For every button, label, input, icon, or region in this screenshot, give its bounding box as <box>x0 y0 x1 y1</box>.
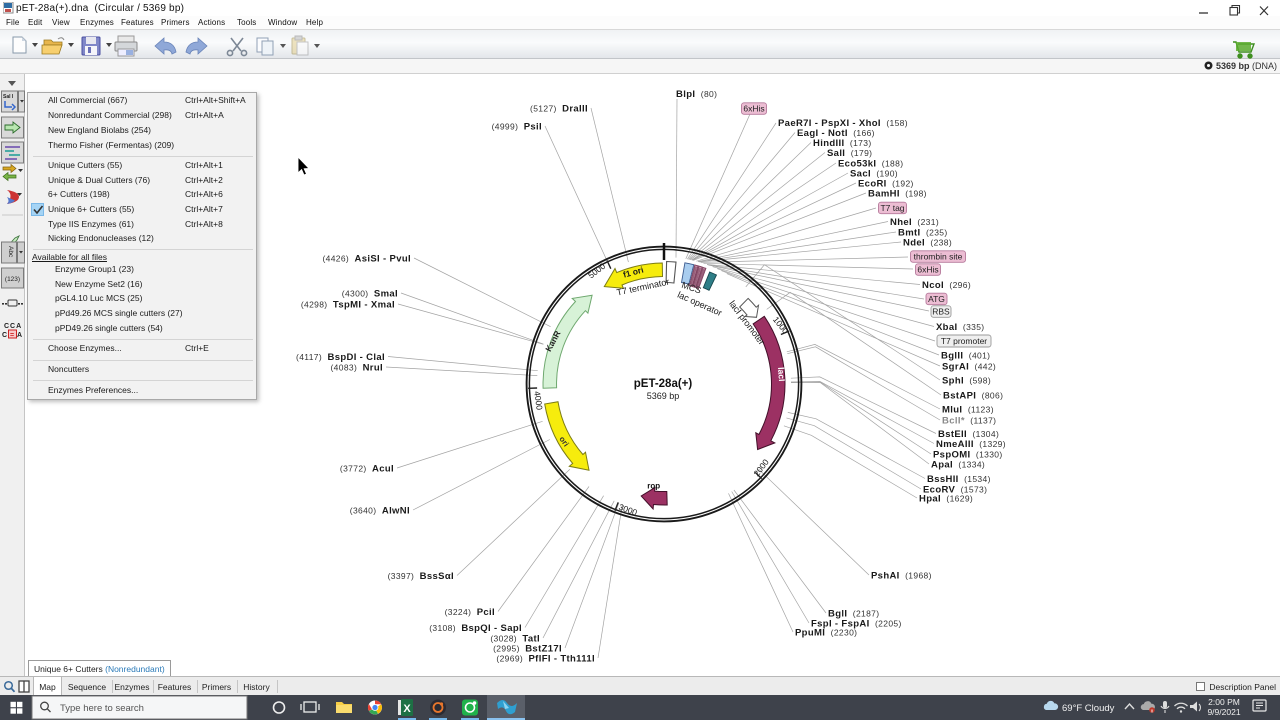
svg-text:Sal I: Sal I <box>3 94 14 100</box>
svg-text:(3640) AlwNI: (3640) AlwNI <box>350 506 410 517</box>
svg-text:A: A <box>17 332 22 339</box>
svg-text:69°F Cloudy: 69°F Cloudy <box>1062 703 1115 714</box>
svg-text:(3224) PciI: (3224) PciI <box>445 607 495 618</box>
svg-text:NmeAIII (1329): NmeAIII (1329) <box>936 439 1006 450</box>
svg-text:9/9/2021: 9/9/2021 <box>1207 707 1240 717</box>
svg-text:x: x <box>1151 709 1154 715</box>
svg-text:SphI (598): SphI (598) <box>942 376 991 387</box>
svg-text:(5127) DraIII: (5127) DraIII <box>530 104 588 115</box>
svg-text:(3108) BspQI - SapI: (3108) BspQI - SapI <box>429 623 522 634</box>
svg-text:MluI (1123): MluI (1123) <box>942 405 994 416</box>
svg-text:HpaI (1629): HpaI (1629) <box>919 494 973 505</box>
svg-text:XbaI (335): XbaI (335) <box>936 322 985 333</box>
svg-text:(4298) TspMI - XmaI: (4298) TspMI - XmaI <box>301 300 395 311</box>
svg-text:T7 promoter: T7 promoter <box>941 336 987 346</box>
svg-text:(3028) TatI: (3028) TatI <box>490 634 540 645</box>
svg-text:PpuMI (2230): PpuMI (2230) <box>795 628 857 639</box>
svg-text:BmtI (235): BmtI (235) <box>898 228 948 239</box>
svg-text:EagI - NotI (166): EagI - NotI (166) <box>797 128 875 139</box>
svg-text:FspI - FspAI (2205): FspI - FspAI (2205) <box>811 619 902 630</box>
svg-text:EcoRV (1573): EcoRV (1573) <box>923 485 987 496</box>
svg-text:BlpI (80): BlpI (80) <box>676 89 717 100</box>
svg-text:BssHII (1534): BssHII (1534) <box>927 474 991 485</box>
svg-text:HindIII (173): HindIII (173) <box>813 138 872 149</box>
svg-text:=: = <box>10 332 14 339</box>
svg-text:thrombin site: thrombin site <box>914 252 963 262</box>
svg-text:SacI (190): SacI (190) <box>850 169 898 180</box>
svg-text:pET-28a(+): pET-28a(+) <box>634 378 693 390</box>
svg-text:(4300) SmaI: (4300) SmaI <box>342 289 398 300</box>
svg-text:6xHis: 6xHis <box>743 104 764 114</box>
svg-text:Type here to search: Type here to search <box>60 703 144 714</box>
svg-text:(2969) PflFI - Tth111I: (2969) PflFI - Tth111I <box>496 654 595 665</box>
svg-text:lacI: lacI <box>776 367 787 382</box>
svg-text:NdeI (238): NdeI (238) <box>903 238 952 249</box>
svg-text:(4999) PsiI: (4999) PsiI <box>492 122 542 133</box>
svg-text:BglII (401): BglII (401) <box>941 351 990 362</box>
svg-text:(4117) BspDI - ClaI: (4117) BspDI - ClaI <box>296 352 385 363</box>
svg-text:PspOMI (1330): PspOMI (1330) <box>933 450 1003 461</box>
svg-text:(3397) BssSαI: (3397) BssSαI <box>388 571 454 582</box>
svg-text:NheI (231): NheI (231) <box>890 217 939 228</box>
svg-text:SgrAI (442): SgrAI (442) <box>942 362 996 373</box>
svg-text:NcoI (296): NcoI (296) <box>922 280 971 291</box>
svg-text:(123): (123) <box>5 276 20 283</box>
svg-text:Eco53kI (188): Eco53kI (188) <box>838 159 903 170</box>
svg-text:X: X <box>403 703 411 715</box>
svg-text:PaeR7I - PspXI - XhoI (158): PaeR7I - PspXI - XhoI (158) <box>778 118 908 129</box>
svg-text:Abc: Abc <box>7 246 14 258</box>
svg-text:BstAPI (806): BstAPI (806) <box>943 391 1003 402</box>
svg-text:5369 bp: 5369 bp <box>647 391 680 401</box>
svg-text:rop: rop <box>647 482 660 491</box>
svg-text:2:00 PM: 2:00 PM <box>1208 697 1240 707</box>
svg-text:BclI* (1137): BclI* (1137) <box>942 416 996 427</box>
svg-text:(3772) AcuI: (3772) AcuI <box>340 464 394 475</box>
svg-text:(2995) BstZ17I: (2995) BstZ17I <box>493 644 562 655</box>
svg-text:(4083) NruI: (4083) NruI <box>331 363 384 374</box>
svg-text:6xHis: 6xHis <box>917 265 938 275</box>
svg-text:SalI (179): SalI (179) <box>827 148 872 159</box>
svg-text:EcoRI (192): EcoRI (192) <box>858 179 914 190</box>
svg-text:BamHI (198): BamHI (198) <box>868 189 927 200</box>
svg-text:RBS: RBS <box>932 307 950 317</box>
svg-text:T7 tag: T7 tag <box>880 203 904 213</box>
svg-text:BstEII (1304): BstEII (1304) <box>938 429 999 440</box>
svg-text:4000: 4000 <box>532 391 545 411</box>
svg-text:C: C <box>2 332 7 339</box>
svg-text:PshAI (1968): PshAI (1968) <box>871 571 932 582</box>
svg-text:(4426) AsiSI - PvuI: (4426) AsiSI - PvuI <box>322 254 411 265</box>
svg-text:BglI (2187): BglI (2187) <box>828 609 879 620</box>
svg-text:ATG: ATG <box>928 294 945 304</box>
svg-text:CCA: CCA <box>4 323 22 330</box>
svg-text:ApaI (1334): ApaI (1334) <box>931 460 985 471</box>
